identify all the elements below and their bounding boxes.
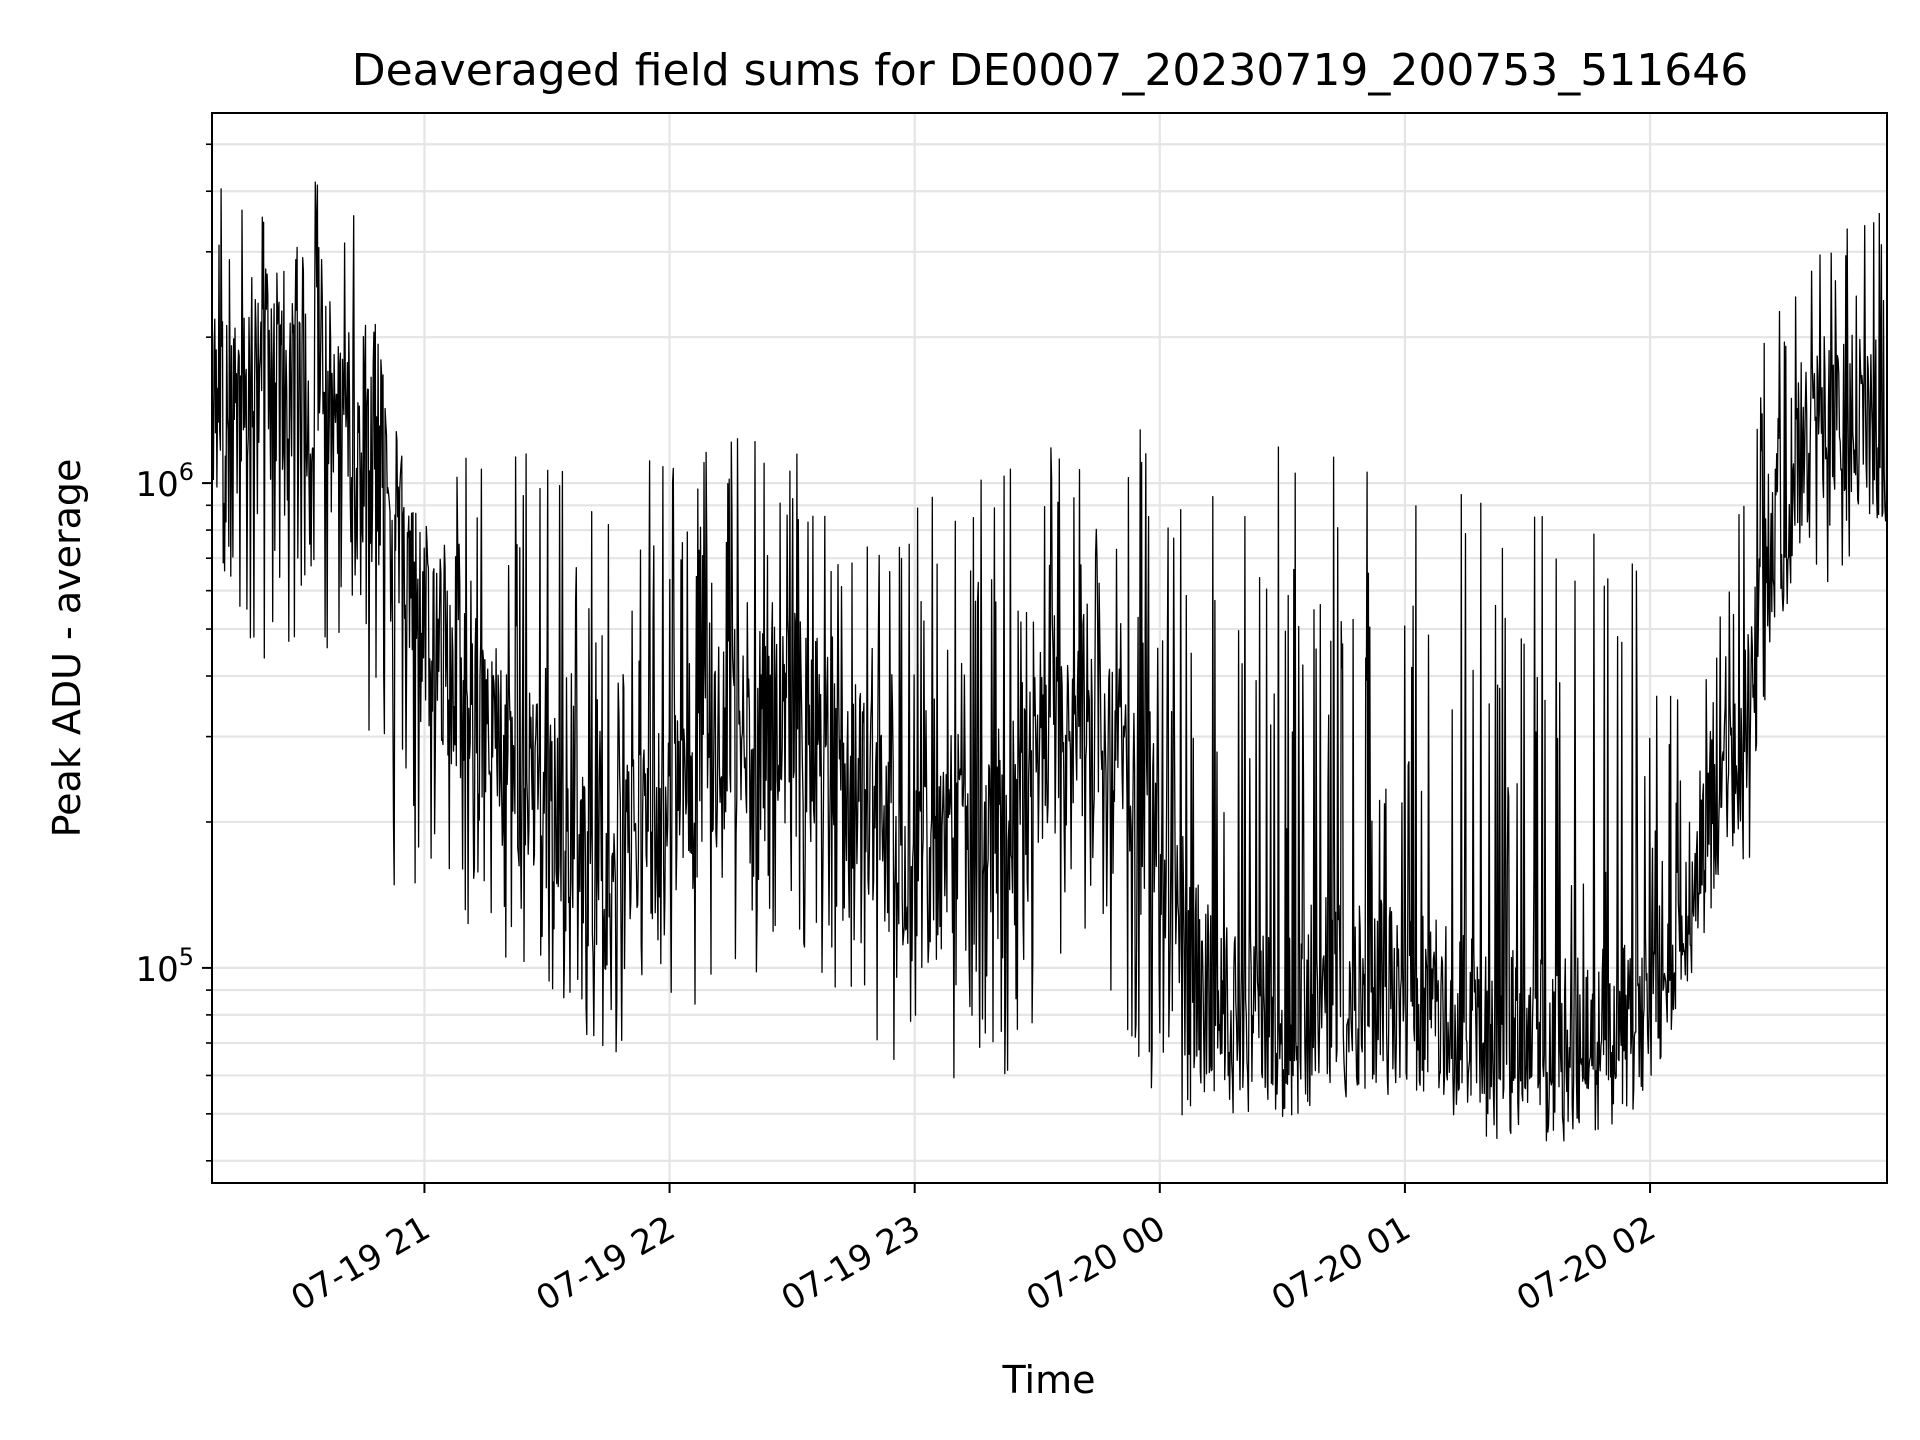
- y-axis-label: Peak ADU - average: [45, 459, 89, 838]
- y-axis: 105 106: [135, 143, 212, 1162]
- plot-area-frame: [211, 112, 1888, 1184]
- series-line: [211, 181, 1888, 1142]
- series-layer: [211, 181, 1888, 1142]
- chart-title: Deaveraged field sums for DE0007_2023071…: [352, 45, 1749, 96]
- x-axis-label: Time: [1002, 1358, 1096, 1402]
- y-tick-label: 106: [135, 458, 194, 505]
- y-tick-label: 105: [135, 943, 194, 990]
